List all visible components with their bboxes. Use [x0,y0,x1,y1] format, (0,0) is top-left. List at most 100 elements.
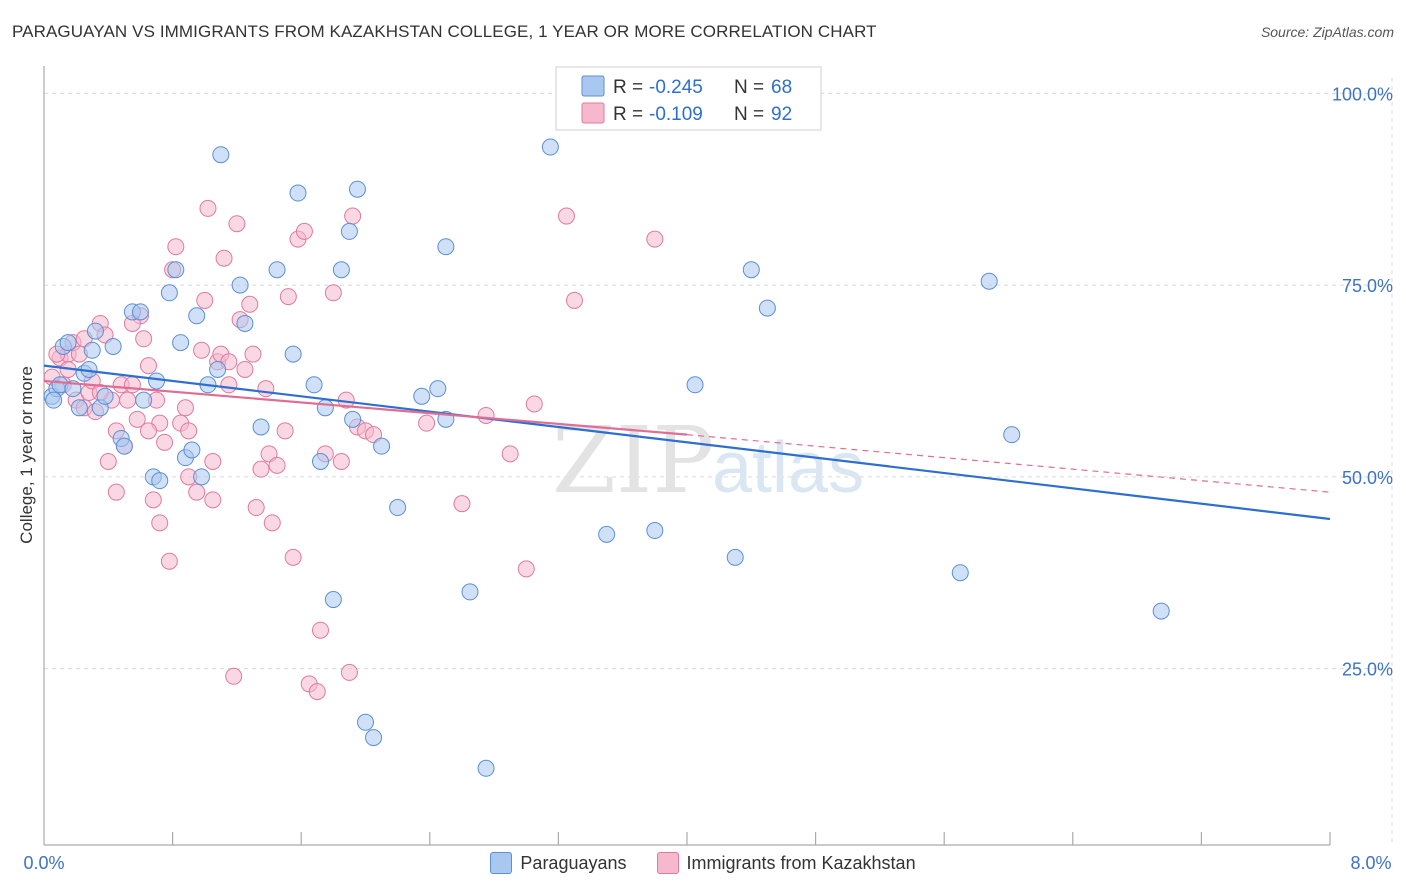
kazakhstan-point [501,445,519,463]
legend-n-label-pink: N = [734,104,764,125]
paraguayans-point [437,238,455,256]
paraguayans-point [236,314,254,332]
kazakhstan-point [308,683,326,701]
kazakhstan-point [188,483,206,501]
kazakhstan-point [244,345,262,363]
paraguayans-point [951,564,969,582]
kazakhstan-point [228,215,246,233]
legend-label-kazakhstan: Immigrants from Kazakhstan [686,852,916,873]
kazakhstan-point [263,514,281,532]
paraguayans-point [686,376,704,394]
tick-labels: 100.0% 75.0% 50.0% 25.0% 0.0% 8.0% [23,84,1393,873]
paraguayans-point [429,380,447,398]
kazakhstan-point [646,230,664,248]
kazakhstan-point [525,395,543,413]
paraguayans-point [389,499,407,517]
kazakhstan-point [236,360,254,378]
legend-item-paraguayans[interactable]: Paraguayans [490,852,627,874]
kazakhstan-point [151,514,169,532]
kazakhstan-point [128,410,146,428]
paraguayans-point [83,341,101,359]
stats-legend: R = -0.245 N = 68 R = -0.109 N = 92 [555,66,822,131]
kazakhstan-point [340,663,358,681]
kazakhstan-point [284,548,302,566]
paraguayans-point [316,399,334,417]
legend-swatch-pink [581,102,605,124]
legend-r-value-pink: -0.109 [649,104,703,125]
paraguayans-point [324,591,342,609]
paraguayans-point [45,391,63,409]
legend-label-paraguayans: Paraguayans [520,852,627,873]
kazakhstan-point [517,560,535,578]
paraguayans-point [231,276,249,294]
paraguayans-point [115,437,133,455]
kazakhstan-point [268,456,286,474]
paraguayans-point [598,525,616,543]
paraguayans-point [348,180,366,198]
paraguayans-point [183,441,201,459]
kazakhstan-point [257,380,275,398]
paraguayans-point [188,307,206,325]
kazakhstan-point [160,552,178,570]
kazakhstan-point [199,199,217,217]
paraguayans-point [758,299,776,317]
kazakhstan-point [156,433,174,451]
watermark-atlas: atlas [712,428,864,508]
y-tick-label: 50.0% [1342,468,1393,488]
kazakhstan-point [135,330,153,348]
kazakhstan-point [365,426,383,444]
kazakhstan-point [279,288,297,306]
paraguayans-point [646,522,664,540]
kazakhstan-point [144,491,162,509]
kazakhstan-point [418,414,436,432]
paraguayans-point [477,759,495,777]
paraguayans-point [86,322,104,340]
kazakhstan-point [332,453,350,470]
series-paraguayans-points [43,138,1170,777]
kazakhstan-point [123,376,141,394]
kazakhstan-point [139,422,157,440]
paraguayans-point [541,138,559,156]
paraguayans-point [365,729,383,747]
kazakhstan-point [477,406,495,424]
paraguayans-point [332,261,350,279]
y-tick-label: 100.0% [1332,84,1393,104]
paraguayans-point [212,146,230,164]
kazakhstan-point [252,460,270,478]
paraguayans-point [305,376,323,394]
paraguayans-point [135,391,153,409]
paraguayans-point [151,472,169,490]
trend-lines [43,364,1331,521]
kazakhstan-point [225,667,243,685]
paraguayans-point [70,399,88,417]
paraguayans-point [172,334,190,352]
paraguayans-point [311,453,329,470]
kazakhstan-point [565,291,583,309]
axes [43,66,1331,846]
y-tick-label: 25.0% [1342,660,1393,680]
legend-item-kazakhstan[interactable]: Immigrants from Kazakhstan [656,852,916,874]
kazakhstan-point [119,391,137,409]
chart-title: PARAGUAYAN VS IMMIGRANTS FROM KAZAKHSTAN… [12,22,877,41]
paraguayans-point [148,372,166,390]
legend-r-label-blue: R = [613,77,643,98]
paraguayans-point [1152,602,1170,620]
kazakhstan-point [99,453,117,470]
kazakhstan-trend-extension [686,434,1331,493]
kazakhstan-point [204,491,222,509]
kazakhstan-point [241,295,259,313]
legend-swatch-kazakhstan [656,852,679,874]
kazakhstan-point [260,445,278,463]
kazakhstan-point [453,495,471,513]
legend-swatch-blue [581,75,605,97]
y-axis-label: College, 1 year or more [17,366,36,544]
kazakhstan-point [247,499,265,517]
kazakhstan-point [193,341,211,359]
paraguayans-point [104,337,122,355]
kazakhstan-point [215,249,233,267]
kazakhstan-point [324,284,342,302]
paraguayans-point [413,387,431,405]
paraguayans-point [167,261,185,279]
paraguayans-point [980,272,998,290]
